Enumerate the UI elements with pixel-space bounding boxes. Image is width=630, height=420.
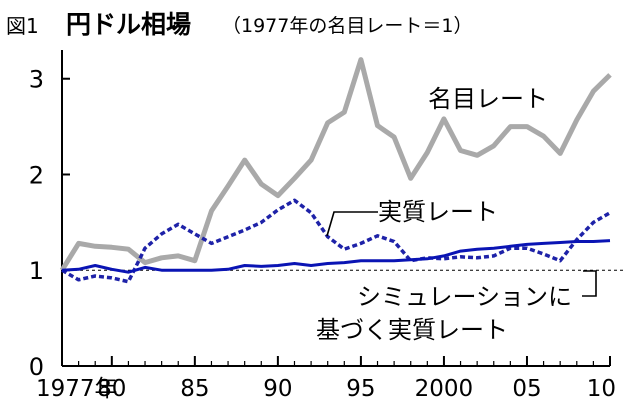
x-tick-label: 1977年 <box>36 376 118 402</box>
leader-simulated <box>582 270 597 297</box>
x-tick-label: 10 <box>587 376 616 402</box>
leader-real <box>326 211 378 237</box>
label-nominal: 名目レート <box>428 85 548 113</box>
x-tick-label: 80 <box>97 376 126 402</box>
chart-title: 円ドル相場 <box>66 10 192 39</box>
y-tick-label: 3 <box>29 66 44 94</box>
y-tick-label: 2 <box>29 161 44 189</box>
series-line-real <box>61 198 611 284</box>
series-group <box>59 57 612 284</box>
y-tick-label: 0 <box>29 353 44 381</box>
figure-number: 図1 <box>6 14 39 38</box>
label-real: 実質レート <box>378 198 498 226</box>
label-simulated-line2: 基づく実質レート <box>316 316 508 344</box>
x-tick-label: 2000 <box>415 376 474 402</box>
y-tick-label: 1 <box>29 257 44 285</box>
x-tick-label: 90 <box>263 376 292 402</box>
x-tick-label: 05 <box>512 376 541 402</box>
series-line-nominal <box>59 57 612 272</box>
label-simulated-line1: シミュレーションに <box>357 283 572 311</box>
x-tick-label: 95 <box>346 376 375 402</box>
chart-subtitle: （1977年の名目レート＝1） <box>222 15 473 37</box>
series-line-simulated <box>61 239 611 274</box>
x-tick-label: 85 <box>180 376 209 402</box>
